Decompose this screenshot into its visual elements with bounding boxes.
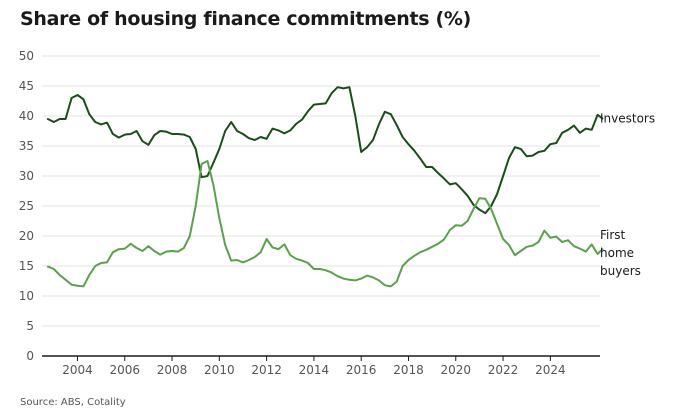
series-line-first-home-buyers bbox=[46, 160, 604, 288]
x-tick-label: 2020 bbox=[440, 363, 471, 377]
y-tick-label: 20 bbox=[19, 229, 34, 243]
x-tick-label: 2010 bbox=[204, 363, 235, 377]
x-tick-label: 2004 bbox=[62, 363, 93, 377]
x-tick-label: 2012 bbox=[251, 363, 282, 377]
x-tick-label: 2008 bbox=[157, 363, 188, 377]
y-tick-label: 15 bbox=[19, 259, 34, 273]
x-axis: 2004 2006 2008 2010 2012 2014 2016 2018 2020 2022… bbox=[42, 355, 600, 377]
y-tick-label: 30 bbox=[19, 169, 34, 183]
y-axis-ticks: 0 5 10 15 20 25 30 35 40 45 50 bbox=[19, 49, 34, 363]
legend-label-investors: Investors bbox=[600, 111, 655, 125]
y-tick-label: 45 bbox=[19, 79, 34, 93]
source-note: Source: ABS, Cotality bbox=[20, 397, 126, 408]
legend-label-first-home-buyers: home bbox=[600, 246, 634, 260]
x-tick-label: 2014 bbox=[299, 363, 330, 377]
y-tick-label: 0 bbox=[26, 349, 34, 363]
x-tick-label: 2006 bbox=[109, 363, 140, 377]
x-tick-label: 2016 bbox=[346, 363, 377, 377]
legend-label-first-home-buyers: First bbox=[600, 228, 626, 242]
y-tick-label: 35 bbox=[19, 139, 34, 153]
y-tick-label: 50 bbox=[19, 49, 34, 63]
legend-label-first-home-buyers: buyers bbox=[600, 264, 641, 278]
series-line-investors bbox=[46, 86, 604, 215]
chart-title: Share of housing finance commitments (%) bbox=[20, 8, 472, 30]
x-tick-label: 2022 bbox=[488, 363, 519, 377]
series-legends: Investors First home buyers bbox=[600, 111, 655, 278]
x-tick-label: 2018 bbox=[393, 363, 424, 377]
series-lines bbox=[46, 86, 604, 288]
x-tick-label: 2024 bbox=[535, 363, 566, 377]
y-tick-label: 40 bbox=[19, 109, 34, 123]
y-tick-label: 10 bbox=[19, 289, 34, 303]
y-tick-label: 25 bbox=[19, 199, 34, 213]
grid-lines bbox=[42, 55, 600, 327]
y-tick-label: 5 bbox=[26, 319, 34, 333]
